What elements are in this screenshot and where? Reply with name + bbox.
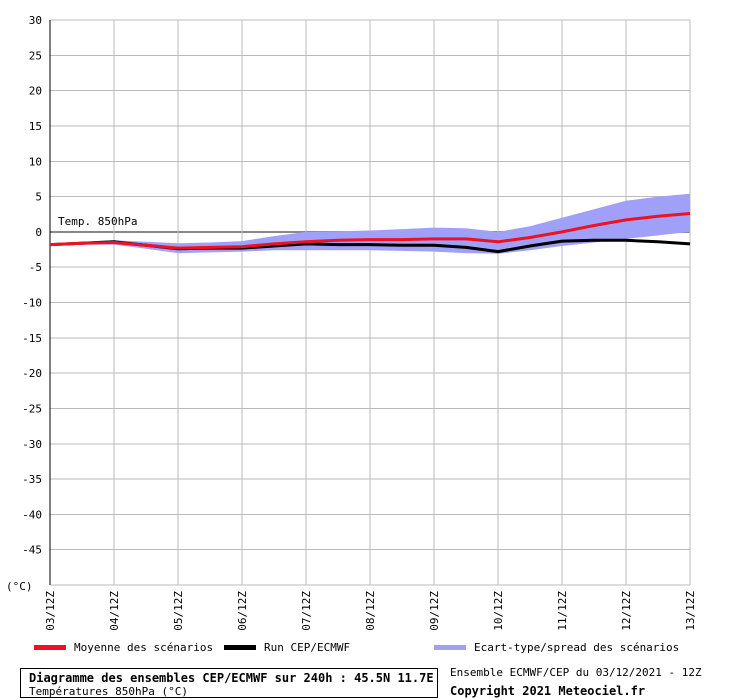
y-tick-label: 10 (29, 155, 42, 168)
chart-canvas: 30 25 20 15 10 5 0 -5 -10 -15 -20 -25 -30 -35 -40 -45 0… (6, 14, 697, 631)
legend-item-run: Run CEP/ECMWF (224, 636, 350, 658)
legend-item-spread: Ecart-type/spread des scénarios (434, 636, 679, 658)
legend-label-run: Run CEP/ECMWF (264, 640, 351, 654)
x-tick-label: 05/12Z (172, 591, 185, 631)
x-tick-label: 06/12Z (236, 591, 249, 631)
y-tick-label: 15 (29, 120, 42, 133)
x-tick-label: 04/12Z (108, 591, 121, 631)
legend-swatch-mean (34, 644, 66, 650)
chart-title: Diagramme des ensembles CEP/ECMWF sur 24… (29, 671, 434, 685)
y-tick-label: 0 (35, 226, 42, 239)
y-tick-label: 25 (29, 49, 42, 62)
chart-title-box: Diagramme des ensembles CEP/ECMWF sur 24… (20, 668, 438, 698)
x-tick-label: 09/12Z (428, 591, 441, 631)
x-tick-labels: 03/12Z 04/12Z 05/12Z 06/12Z 07/12Z 08/12Z 09/1… (44, 591, 697, 631)
series-lines (49, 212, 691, 254)
y-tick-label: -30 (22, 438, 42, 451)
legend-label-mean: Moyenne des scénarios (74, 640, 214, 654)
y-tick-label: 5 (35, 191, 42, 204)
temp-annotation: Temp. 850hPa (58, 215, 137, 228)
legend-item-mean: Moyenne des scénarios (34, 636, 213, 658)
copyright: Copyright 2021 Meteociel.fr (450, 684, 646, 698)
x-tick-label: 11/12Z (556, 591, 569, 631)
y-tick-label: 20 (29, 85, 42, 98)
y-tick-label: -20 (22, 367, 42, 380)
x-tick-label: 12/12Z (620, 591, 633, 631)
y-tick-label: 30 (29, 14, 42, 27)
y-axis-unit-label: (°C) (6, 580, 33, 593)
y-tick-label: -40 (22, 508, 42, 521)
y-tick-label: -15 (22, 332, 42, 345)
y-tick-labels: 30 25 20 15 10 5 0 -5 -10 -15 -20 -25 -30 -35 -40 -45 (22, 14, 42, 557)
y-tick-label: -45 (22, 544, 42, 557)
run-info: Ensemble ECMWF/CEP du 03/12/2021 - 12Z (450, 666, 702, 679)
grid (49, 19, 691, 586)
legend-label-spread: Ecart-type/spread des scénarios (474, 640, 680, 654)
chart-subtitle: Températures 850hPa (°C) (29, 685, 188, 698)
x-tick-label: 10/12Z (492, 591, 505, 631)
y-tick-label: -5 (29, 261, 42, 274)
series-line-mean (49, 212, 691, 250)
x-tick-label: 03/12Z (44, 591, 57, 631)
y-tick-label: -10 (22, 297, 42, 310)
y-tick-label: -35 (22, 473, 42, 486)
x-tick-label: 08/12Z (364, 591, 377, 631)
y-tick-label: -25 (22, 402, 42, 415)
legend-swatch-spread (434, 644, 466, 650)
x-tick-label: 13/12Z (684, 591, 697, 631)
legend-swatch-run (224, 644, 256, 650)
x-tick-label: 07/12Z (300, 591, 313, 631)
